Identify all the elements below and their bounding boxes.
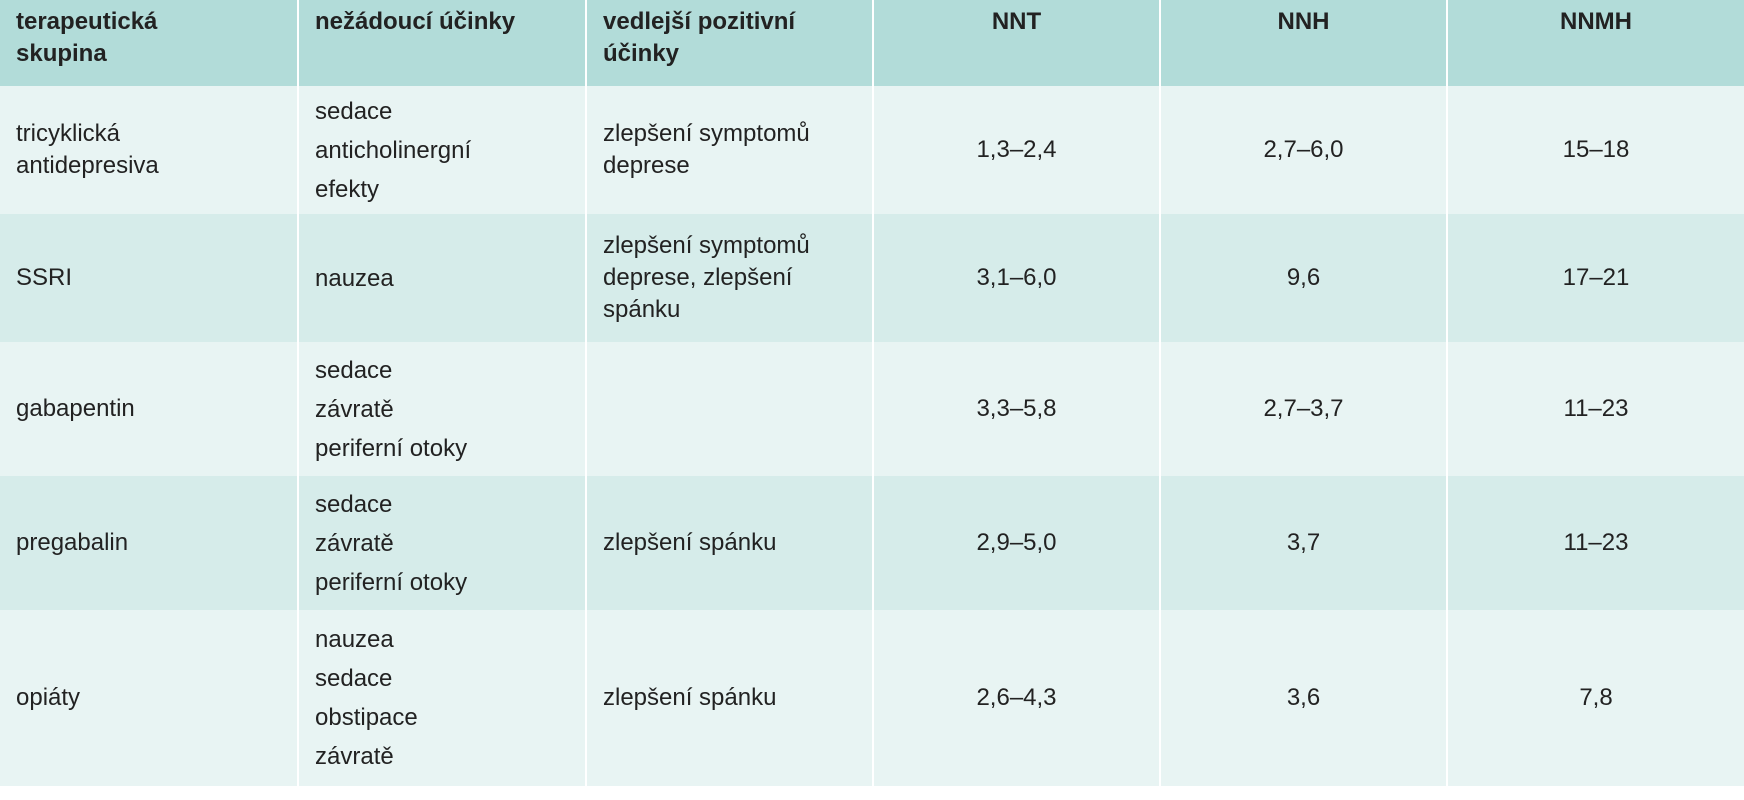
cell-nnmh: 11–23 [1447, 476, 1744, 610]
adverse-effect: obstipace [315, 704, 418, 731]
table-row: SSRI nauzea zlepšení symptomů deprese, z… [0, 214, 1744, 342]
table-row: tricyklická antidepresiva sedace anticho… [0, 86, 1744, 214]
cell-nnt: 2,9–5,0 [873, 476, 1161, 610]
adverse-effect: závratě [315, 529, 394, 557]
cell-group: opiáty [0, 610, 299, 786]
cell-nnmh: 7,8 [1447, 610, 1744, 786]
cell-nnt: 1,3–2,4 [873, 86, 1161, 214]
header-positive-effects: vedlejší pozitivní účinky [586, 0, 874, 86]
table-row: pregabalin sedace závratě periferní otok… [0, 476, 1744, 610]
cell-group: gabapentin [0, 342, 299, 476]
cell-group: tricyklická antidepresiva [0, 86, 299, 214]
adverse-effect: sedace [315, 665, 393, 692]
cell-nnh: 3,6 [1160, 610, 1448, 786]
cell-group: pregabalin [0, 476, 299, 610]
cell-positive-effects: zlepšení spánku [586, 610, 874, 786]
table-header: terapeutická skupina nežádoucí účinky ve… [0, 0, 1744, 86]
cell-nnh: 9,6 [1160, 214, 1448, 342]
cell-adverse-effects: sedace závratě periferní otoky [298, 476, 587, 610]
adverse-effect: závratě [315, 743, 394, 770]
table-row: opiáty nauzea sedace obstipace závratě z… [0, 610, 1744, 786]
header-group: terapeutická skupina [0, 0, 299, 86]
cell-positive-effects: zlepšení spánku [586, 476, 874, 610]
adverse-effect: sedace [315, 490, 393, 518]
header-nnmh: NNMH [1447, 0, 1744, 86]
adverse-effect: nauzea [315, 626, 394, 653]
cell-positive-effects [586, 342, 874, 476]
cell-group: SSRI [0, 214, 299, 342]
adverse-effect: periferní otoky [315, 568, 468, 596]
cell-nnt: 2,6–4,3 [873, 610, 1161, 786]
adverse-effect: efekty [315, 175, 380, 203]
cell-nnt: 3,1–6,0 [873, 214, 1161, 342]
cell-adverse-effects: sedace anticholinergní efekty [298, 86, 587, 214]
cell-nnmh: 11–23 [1447, 342, 1744, 476]
table-row: gabapentin sedace závratě periferní otok… [0, 342, 1744, 476]
header-row: terapeutická skupina nežádoucí účinky ve… [0, 0, 1744, 86]
cell-nnh: 2,7–6,0 [1160, 86, 1448, 214]
cell-nnh: 2,7–3,7 [1160, 342, 1448, 476]
cell-adverse-effects: sedace závratě periferní otoky [298, 342, 587, 476]
adverse-effect: závratě [315, 395, 394, 423]
header-nnh: NNH [1160, 0, 1448, 86]
adverse-effect: periferní otoky [315, 434, 468, 462]
header-nnt: NNT [873, 0, 1161, 86]
cell-nnt: 3,3–5,8 [873, 342, 1161, 476]
cell-adverse-effects: nauzea [298, 214, 587, 342]
cell-nnmh: 17–21 [1447, 214, 1744, 342]
cell-nnh: 3,7 [1160, 476, 1448, 610]
cell-positive-effects: zlepšení symptomů deprese [586, 86, 874, 214]
adverse-effect: nauzea [315, 264, 394, 292]
cell-positive-effects: zlepšení symptomů deprese, zlepšení spán… [586, 214, 874, 342]
cell-nnmh: 15–18 [1447, 86, 1744, 214]
adverse-effect: sedace [315, 356, 393, 384]
header-adverse-effects: nežádoucí účinky [298, 0, 587, 86]
adverse-effect: anticholinergní [315, 136, 472, 164]
adverse-effect: sedace [315, 97, 393, 125]
cell-adverse-effects: nauzea sedace obstipace závratě [298, 610, 587, 786]
